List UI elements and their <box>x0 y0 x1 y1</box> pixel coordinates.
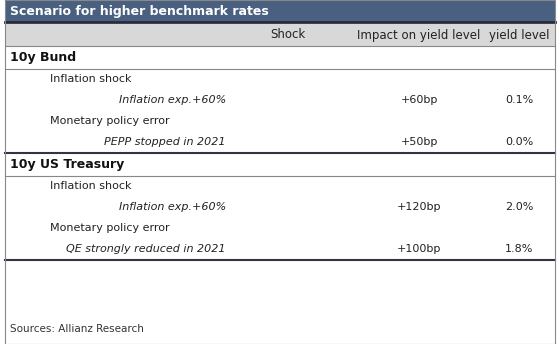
Text: Inflation exp.+60%: Inflation exp.+60% <box>119 95 226 105</box>
Text: 0.1%: 0.1% <box>505 95 533 105</box>
Text: Monetary policy error: Monetary policy error <box>50 116 170 126</box>
Text: +100bp: +100bp <box>397 244 441 254</box>
FancyBboxPatch shape <box>5 0 555 22</box>
Text: 10y Bund: 10y Bund <box>10 51 76 64</box>
Text: 1.8%: 1.8% <box>505 244 533 254</box>
Text: Sources: Allianz Research: Sources: Allianz Research <box>10 324 144 334</box>
Text: Shock: Shock <box>270 29 306 42</box>
Text: Impact on yield level: Impact on yield level <box>357 29 480 42</box>
FancyBboxPatch shape <box>5 24 555 46</box>
Text: 2.0%: 2.0% <box>505 202 533 212</box>
Text: PEPP stopped in 2021: PEPP stopped in 2021 <box>105 137 226 147</box>
Text: Inflation shock: Inflation shock <box>50 181 132 191</box>
Text: Monetary policy error: Monetary policy error <box>50 223 170 233</box>
Text: 10y US Treasury: 10y US Treasury <box>10 158 124 171</box>
Text: Scenario for higher benchmark rates: Scenario for higher benchmark rates <box>10 4 269 18</box>
Text: +120bp: +120bp <box>396 202 441 212</box>
Text: 0.0%: 0.0% <box>505 137 533 147</box>
Text: +50bp: +50bp <box>400 137 438 147</box>
Text: Inflation shock: Inflation shock <box>50 74 132 84</box>
Text: QE strongly reduced in 2021: QE strongly reduced in 2021 <box>67 244 226 254</box>
Text: Inflation exp.+60%: Inflation exp.+60% <box>119 202 226 212</box>
Text: yield level: yield level <box>489 29 549 42</box>
Text: +60bp: +60bp <box>400 95 438 105</box>
